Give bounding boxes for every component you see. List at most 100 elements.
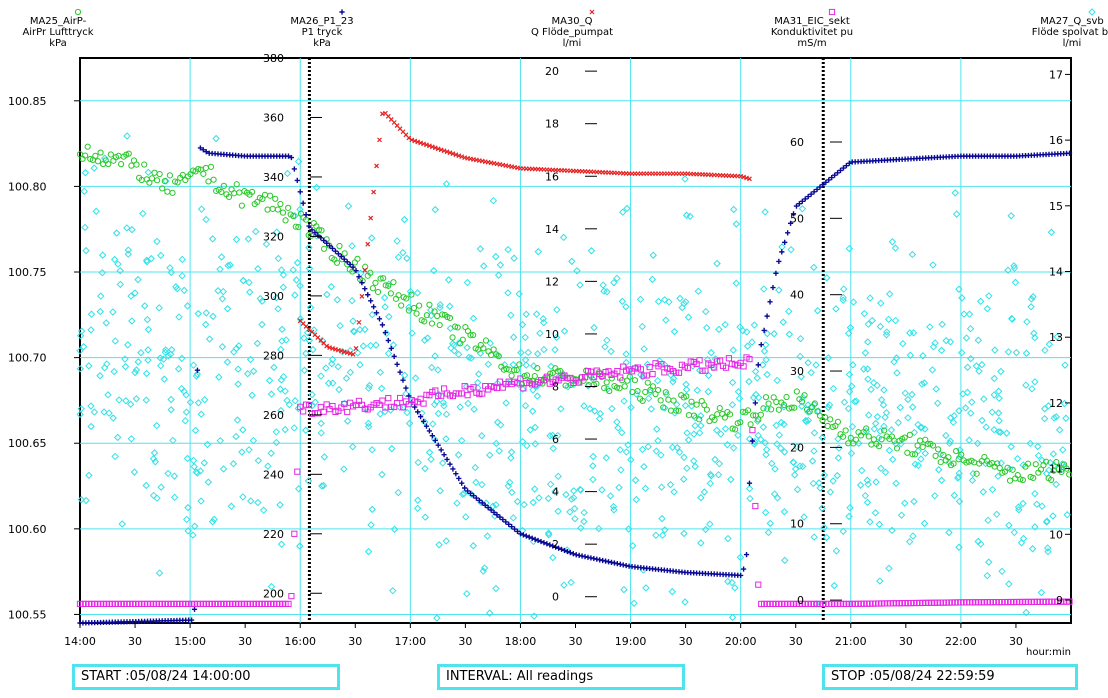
- data-point: [996, 428, 1005, 436]
- data-point: [254, 456, 263, 465]
- data-point: [111, 452, 119, 461]
- data-point: [747, 421, 754, 428]
- data-point: [888, 238, 897, 246]
- data-point: [885, 290, 894, 298]
- data-point: [603, 379, 610, 386]
- data-point: [408, 329, 416, 337]
- data-point: [649, 251, 657, 259]
- data-point: [832, 305, 840, 313]
- data-point: [374, 288, 382, 296]
- series-name: Flöde spolvat br: [1032, 27, 1108, 38]
- data-point: [610, 278, 618, 287]
- data-point: [144, 325, 153, 334]
- interval-setting[interactable]: INTERVAL: All readings: [437, 664, 685, 690]
- data-point: [540, 318, 548, 327]
- data-point: [897, 511, 906, 519]
- data-point: [595, 524, 603, 533]
- data-point: [197, 145, 203, 151]
- data-point: [77, 495, 86, 504]
- x-tick-label: 30: [899, 635, 913, 648]
- data-point: [1019, 476, 1027, 484]
- data-point: [509, 333, 518, 341]
- data-point: [820, 523, 828, 532]
- data-point: [1048, 476, 1055, 483]
- data-point: [1038, 502, 1046, 510]
- data-point: [870, 425, 879, 433]
- data-point: [773, 376, 781, 385]
- data-point: [839, 433, 847, 440]
- data-point: [821, 414, 829, 421]
- data-point: [864, 320, 873, 328]
- data-point: [704, 388, 712, 396]
- data-point: [105, 160, 112, 168]
- data-point: [343, 417, 352, 425]
- data-point: [752, 400, 758, 406]
- data-point: [753, 374, 761, 382]
- data-point: [348, 296, 356, 305]
- tick-label: 300: [263, 290, 284, 303]
- data-point: [406, 287, 415, 296]
- data-point: [233, 416, 242, 424]
- data-point: [172, 283, 180, 291]
- data-point: [296, 205, 304, 214]
- data-point: [90, 164, 98, 172]
- data-point: [353, 346, 359, 351]
- data-point: [983, 571, 992, 580]
- data-point: [183, 302, 192, 310]
- data-point: [480, 564, 489, 572]
- data-point: [662, 389, 669, 396]
- data-point: [682, 380, 690, 389]
- data-point: [458, 390, 465, 397]
- data-point: [749, 438, 756, 444]
- data-point: [909, 532, 917, 540]
- series-unit: kPa: [313, 38, 331, 49]
- data-point: [104, 391, 112, 399]
- data-point: [336, 321, 344, 330]
- data-point: [734, 431, 742, 440]
- data-point: [620, 585, 628, 594]
- data-point: [1059, 446, 1067, 454]
- data-point: [690, 430, 698, 438]
- data-point: [450, 466, 456, 472]
- data-point: [134, 358, 142, 366]
- data-point: [751, 367, 760, 376]
- data-point: [109, 414, 117, 422]
- data-point: [684, 364, 691, 372]
- data-point: [749, 427, 756, 434]
- data-point: [945, 439, 954, 447]
- data-point: [528, 407, 537, 415]
- data-point: [553, 305, 561, 314]
- data-point: [101, 154, 109, 162]
- data-point: [469, 542, 478, 550]
- data-point: [197, 205, 206, 213]
- data-point: [785, 307, 793, 316]
- data-point: [178, 272, 186, 280]
- x-tick-label: 14:00: [64, 635, 96, 648]
- data-point: [658, 514, 666, 523]
- data-point: [538, 538, 544, 545]
- data-point: [336, 242, 343, 250]
- data-point: [755, 362, 761, 368]
- data-point: [446, 314, 454, 322]
- data-point: [77, 405, 85, 413]
- series-name: P1 tryck: [302, 27, 343, 38]
- data-point: [690, 412, 698, 419]
- data-point: [142, 369, 151, 378]
- data-point: [312, 229, 318, 236]
- data-point: [834, 454, 843, 462]
- data-point: [210, 515, 218, 524]
- data-point: [632, 495, 641, 504]
- data-point: [234, 380, 242, 388]
- data-point: [799, 198, 805, 204]
- data-point: [115, 396, 123, 404]
- tick-label: 10: [790, 518, 804, 531]
- data-point: [128, 317, 136, 325]
- data-point: [933, 399, 942, 407]
- data-point: [439, 311, 446, 318]
- data-point: [533, 350, 542, 358]
- data-point: [142, 396, 150, 404]
- data-point: [721, 320, 729, 329]
- tick-label: 10: [545, 328, 559, 341]
- data-point: [367, 521, 375, 529]
- data-point: [411, 374, 420, 382]
